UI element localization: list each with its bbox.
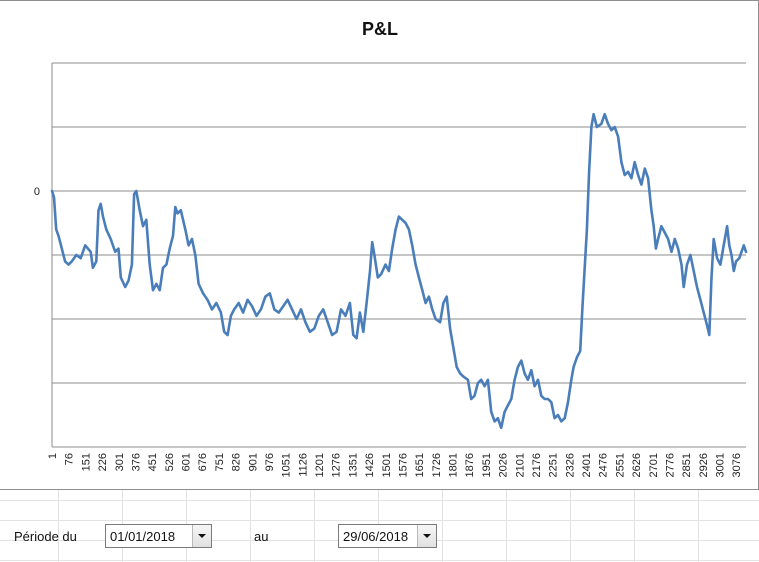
x-tick-label: 1501 [381, 453, 393, 477]
x-tick-label: 1951 [481, 453, 493, 477]
y-tick-labels: 0 [34, 186, 40, 198]
end-date-dropdown[interactable]: 29/06/2018 [338, 524, 437, 548]
x-tick-label: 1201 [314, 453, 326, 477]
x-tick-label: 3001 [715, 453, 727, 477]
x-tick-label: 1801 [448, 453, 460, 477]
start-date-dropdown[interactable]: 01/01/2018 [105, 524, 212, 548]
x-tick-label: 376 [130, 453, 142, 471]
x-tick-label: 1426 [364, 453, 376, 477]
x-tick-labels: 1 76 151 226 301 376 451 526 601 676 751 826 901 976 1… [47, 453, 743, 477]
axes [51, 63, 746, 448]
chart-area[interactable]: P&L 0 1 76 151 226 301 376 451 526 601 676 751 826 9… [0, 0, 759, 490]
x-tick-label: 76 [64, 453, 76, 465]
x-tick-label: 301 [114, 453, 126, 471]
x-tick-label: 1351 [347, 453, 359, 477]
x-tick-label: 2176 [531, 453, 543, 477]
x-tick-label: 526 [164, 453, 176, 471]
period-to-label: au [254, 529, 269, 544]
x-tick-label: 2701 [648, 453, 660, 477]
x-tick-label: 1 [47, 453, 59, 459]
x-tick-label: 151 [80, 453, 92, 471]
x-tick-label: 1651 [414, 453, 426, 477]
x-tick-label: 2026 [498, 453, 510, 477]
x-tick-label: 1126 [297, 453, 309, 477]
start-date-value: 01/01/2018 [110, 528, 176, 544]
x-tick-label: 2476 [598, 453, 610, 477]
x-tick-label: 1276 [331, 453, 343, 477]
period-selector: Période du 01/01/2018 au 29/06/2018 [0, 523, 759, 553]
series-group [50, 112, 748, 430]
x-tick-label: 3076 [731, 453, 743, 477]
chevron-down-icon [423, 534, 431, 538]
x-tick-label: 1051 [281, 453, 293, 477]
x-tick-label: 2551 [614, 453, 626, 477]
x-tick-label: 226 [97, 453, 109, 471]
x-tick-label: 2926 [698, 453, 710, 477]
x-tick-label: 1576 [397, 453, 409, 477]
x-tick-label: 2101 [514, 453, 526, 477]
chart-title: P&L [362, 19, 398, 39]
x-tick-label: 2251 [548, 453, 560, 477]
end-date-value: 29/06/2018 [343, 528, 409, 544]
x-tick-label: 1876 [464, 453, 476, 477]
start-date-dropdown-button[interactable] [192, 525, 211, 547]
x-tick-label: 451 [147, 453, 159, 471]
x-tick-label: 901 [247, 453, 259, 471]
x-tick-label: 2326 [564, 453, 576, 477]
x-tick-label: 826 [231, 453, 243, 471]
series-line [50, 112, 748, 430]
end-date-dropdown-button[interactable] [417, 525, 436, 547]
gridlines [52, 62, 746, 384]
x-tick-label: 601 [181, 453, 193, 471]
x-tick-label: 1726 [431, 453, 443, 477]
x-tick-label: 676 [197, 453, 209, 471]
x-tick-label: 2401 [581, 453, 593, 477]
x-tick-label: 2851 [681, 453, 693, 477]
x-tick-label: 2776 [664, 453, 676, 477]
chevron-down-icon [198, 534, 206, 538]
plot-area: 0 1 76 151 226 301 376 451 526 601 676 751 826 901 97… [34, 62, 748, 477]
x-tick-label: 976 [264, 453, 276, 471]
period-from-label: Période du [14, 529, 77, 544]
x-tick-label: 751 [214, 453, 226, 471]
x-tick-label: 2626 [631, 453, 643, 477]
y-tick-label: 0 [34, 186, 40, 198]
